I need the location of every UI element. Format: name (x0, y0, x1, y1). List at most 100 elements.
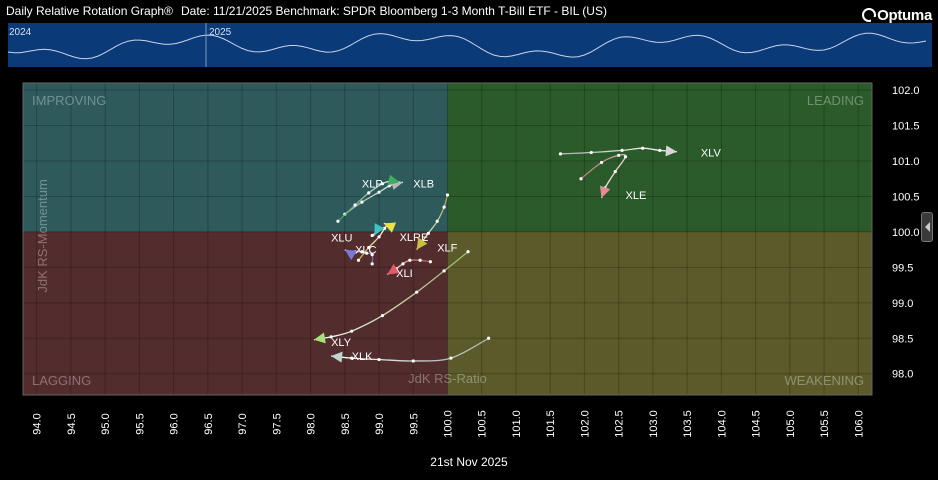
x-tick-label: 106.0 (853, 410, 865, 438)
x-tick-label: 105.0 (785, 410, 797, 438)
y-tick-label: 98.0 (892, 369, 913, 381)
tail-point (377, 190, 381, 194)
quadrant-improving (23, 83, 448, 232)
timeline-wave (7, 32, 927, 60)
tail-point (411, 359, 415, 363)
x-tick-label: 97.0 (237, 413, 249, 434)
tail-xlc: XLC (355, 223, 385, 257)
tail-point (401, 262, 405, 266)
quadrant-lagging (23, 231, 448, 395)
timeline-year-label: 2024 (9, 27, 32, 38)
tail-line (331, 337, 489, 362)
timeline-background (8, 23, 932, 67)
tail-xle: XLE (579, 153, 646, 202)
tail-arrowhead (416, 237, 428, 250)
chart-title: Daily Relative Rotation Graph® (6, 4, 173, 18)
quadrant-label: LAGGING (32, 373, 91, 388)
tail-point (370, 253, 374, 257)
tail-point (329, 335, 333, 339)
tail-xlf: XLF (416, 193, 458, 255)
x-tick-label: 100.5 (477, 410, 489, 438)
tail-xlk: XLK (331, 336, 491, 363)
tail-point (466, 250, 470, 254)
tail-point (599, 160, 604, 165)
x-axis-label: JdK RS-Ratio (408, 371, 487, 386)
x-tick-label: 99.0 (374, 413, 386, 434)
optuma-logo-text: Optuma (877, 6, 932, 24)
x-tick-label: 95.5 (134, 413, 146, 434)
y-tick-label: 100.5 (892, 191, 920, 203)
date-label: 21st Nov 2025 (430, 455, 508, 469)
tail-point (370, 233, 374, 238)
tail-arrowhead (387, 174, 400, 186)
tail-point (418, 258, 422, 262)
tail-point (589, 150, 593, 155)
tail-point (350, 329, 354, 333)
tail-point (365, 251, 369, 255)
tail-point (620, 148, 624, 152)
y-axis-label: JdK RS-Momentum (35, 179, 50, 292)
panel-collapse-handle[interactable] (921, 212, 933, 242)
tail-point (356, 258, 361, 262)
x-tick-label: 105.5 (819, 410, 831, 438)
tail-point (486, 336, 491, 340)
tail-xlp: XLP (336, 174, 400, 223)
tail-point (426, 231, 430, 235)
tail-point (408, 258, 412, 262)
tail-xlu: XLU (331, 233, 374, 266)
x-tick-label: 96.5 (203, 413, 215, 434)
tail-arrowhead (374, 223, 385, 236)
x-tick-label: 102.0 (579, 410, 591, 438)
tail-label: XLV (701, 147, 722, 159)
tail-arrowhead (387, 263, 400, 275)
optuma-logo-icon (862, 8, 878, 23)
tail-point (442, 269, 446, 273)
tail-point (445, 193, 450, 197)
quadrant-weakening (447, 231, 872, 395)
x-tick-label: 101.0 (511, 410, 523, 438)
quadrant-leading (447, 83, 872, 232)
tail-point (579, 177, 583, 181)
tail-label: XLP (362, 179, 383, 191)
quadrant-label: LEADING (807, 93, 864, 108)
quadrant-label: IMPROVING (32, 93, 106, 108)
tail-point (617, 153, 621, 157)
tail-point (377, 235, 381, 239)
y-tick-label: 100.0 (892, 227, 920, 239)
tail-arrowhead (313, 332, 326, 344)
x-tick-label: 102.5 (614, 410, 626, 438)
timeline-year-label: 2025 (209, 27, 232, 38)
tail-point (641, 146, 645, 150)
y-tick-label: 98.5 (892, 333, 913, 345)
tail-label: XLY (331, 337, 352, 349)
tail-point (380, 182, 385, 186)
tail-point (442, 205, 446, 209)
x-tick-label: 94.5 (66, 413, 78, 434)
tail-point (360, 200, 364, 204)
x-tick-label: 103.0 (648, 410, 660, 438)
y-tick-label: 99.5 (892, 262, 913, 274)
tail-point (613, 170, 617, 174)
x-tick-label: 98.5 (340, 413, 352, 434)
tail-label: XLI (396, 268, 413, 280)
tail-arrowhead (331, 351, 343, 363)
tail-arrowhead (383, 222, 397, 233)
tail-label: XLB (413, 179, 434, 191)
tail-xli: XLI (386, 258, 432, 280)
y-tick-label: 101.5 (892, 121, 920, 133)
tail-point (360, 250, 364, 254)
tail-point (415, 290, 419, 294)
x-tick-label: 95.0 (100, 413, 112, 434)
tail-point (658, 148, 662, 152)
plot-border (22, 82, 873, 396)
tail-point (558, 152, 563, 156)
tail-point (435, 219, 439, 223)
x-tick-label: 97.5 (271, 413, 283, 434)
y-tick-label: 99.0 (892, 298, 913, 310)
chart-info: Date: 11/21/2025 Benchmark: SPDR Bloombe… (181, 4, 607, 18)
x-tick-label: 100.0 (443, 410, 455, 438)
x-tick-label: 96.0 (169, 413, 181, 434)
tail-point (370, 262, 374, 266)
tail-label: XLK (352, 351, 373, 363)
